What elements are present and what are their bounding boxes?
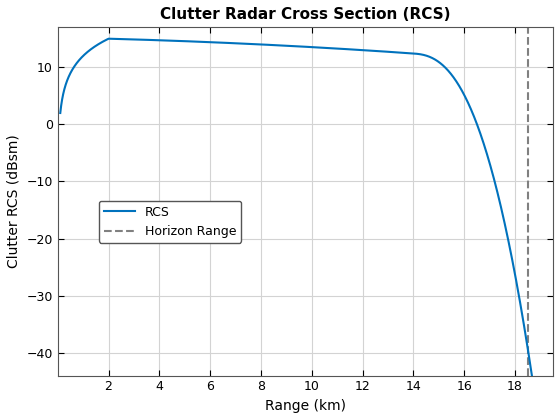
RCS [387,50,394,55]
RCS [529,373,535,378]
Legend: RCS, Horizon Range: RCS, Horizon Range [99,201,241,243]
Title: Clutter Radar Cross Section (RCS): Clutter Radar Cross Section (RCS) [160,7,451,22]
Line: RCS: RCS [60,39,532,375]
Horizon Range [524,122,531,127]
RCS [425,54,432,59]
RCS [421,52,427,58]
RCS [383,49,390,54]
RCS [105,36,112,41]
RCS [445,68,452,74]
Horizon Range [524,116,531,121]
X-axis label: Range (km): Range (km) [265,399,346,413]
RCS [57,110,64,116]
RCS [480,141,487,146]
Y-axis label: Clutter RCS (dBsm): Clutter RCS (dBsm) [7,134,21,268]
